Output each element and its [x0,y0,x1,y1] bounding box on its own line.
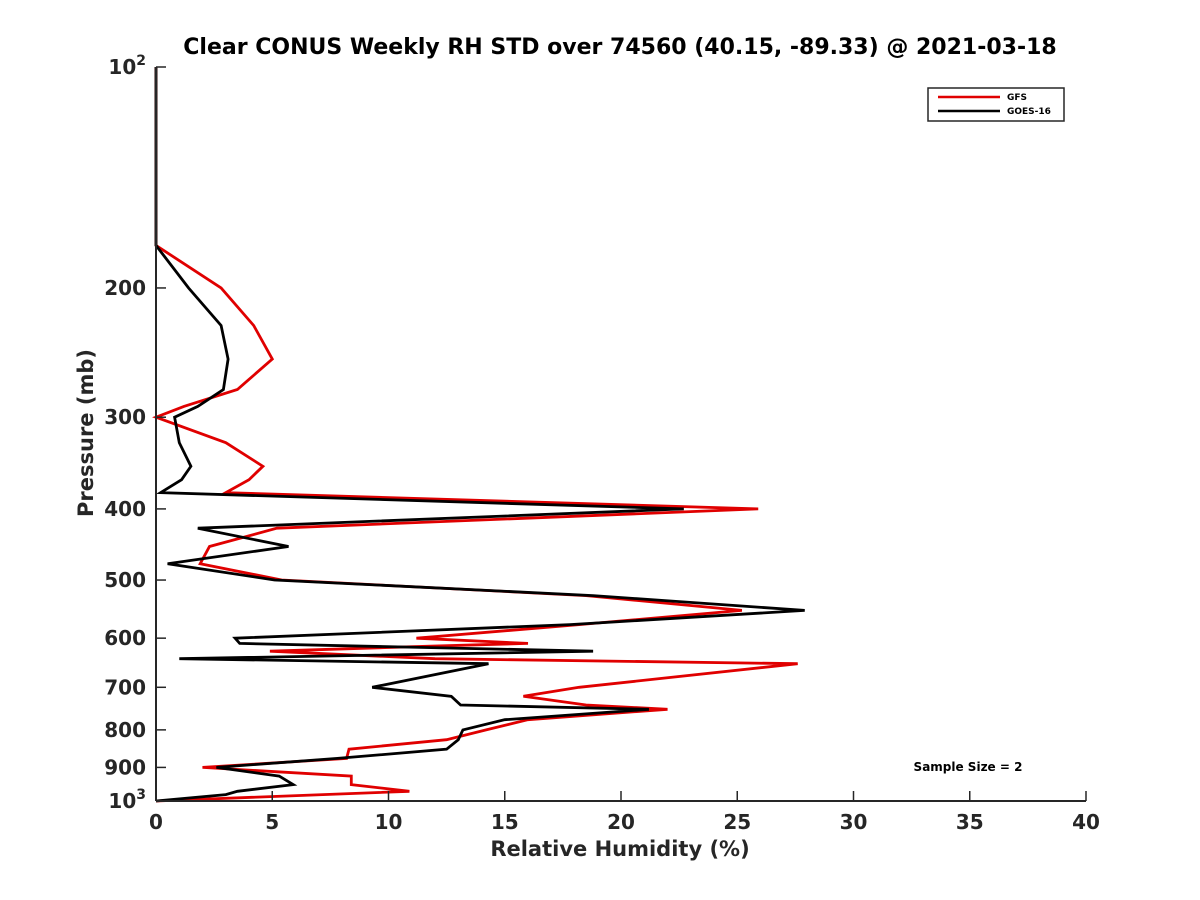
y-tick-label: 400 [104,497,146,521]
legend-label: GOES-16 [1007,107,1051,117]
y-tick-label: 500 [104,568,146,592]
y-tick-label: 300 [104,405,146,429]
plot-area [152,67,805,803]
y-tick-label: 700 [104,675,146,699]
y-tick-label: 600 [104,626,146,650]
y-axis: 102 200 300 400 500 600 700 800 900 103 [104,53,166,813]
series-line-gfs [152,67,798,803]
x-tick-label: 0 [149,810,163,834]
x-tick-label: 5 [265,810,279,834]
x-tick-label: 30 [840,810,868,834]
y-tick-label: 800 [104,718,146,742]
x-tick-label: 40 [1072,810,1100,834]
series-line-goes-16 [154,67,805,803]
x-axis: 0 5 10 15 20 25 30 35 40 [149,791,1100,834]
y-tick-label: 900 [104,755,146,779]
legend: GFS GOES-16 [927,87,1065,122]
x-tick-label: 10 [375,810,403,834]
legend-box [927,87,1065,122]
legend-label: GFS [1007,93,1027,103]
sample-size-note: Sample Size = 2 [914,760,1023,774]
y-tick-label: 200 [104,276,146,300]
x-tick-label: 15 [491,810,519,834]
y-axis-title: Pressure (mb) [74,349,98,517]
y-tick-label: 103 [108,787,146,813]
chart-title: Clear CONUS Weekly RH STD over 74560 (40… [183,35,1056,60]
x-axis-title: Relative Humidity (%) [490,837,749,861]
x-tick-label: 35 [956,810,984,834]
x-tick-label: 25 [723,810,751,834]
x-tick-label: 20 [607,810,635,834]
y-tick-label: 102 [108,53,146,79]
